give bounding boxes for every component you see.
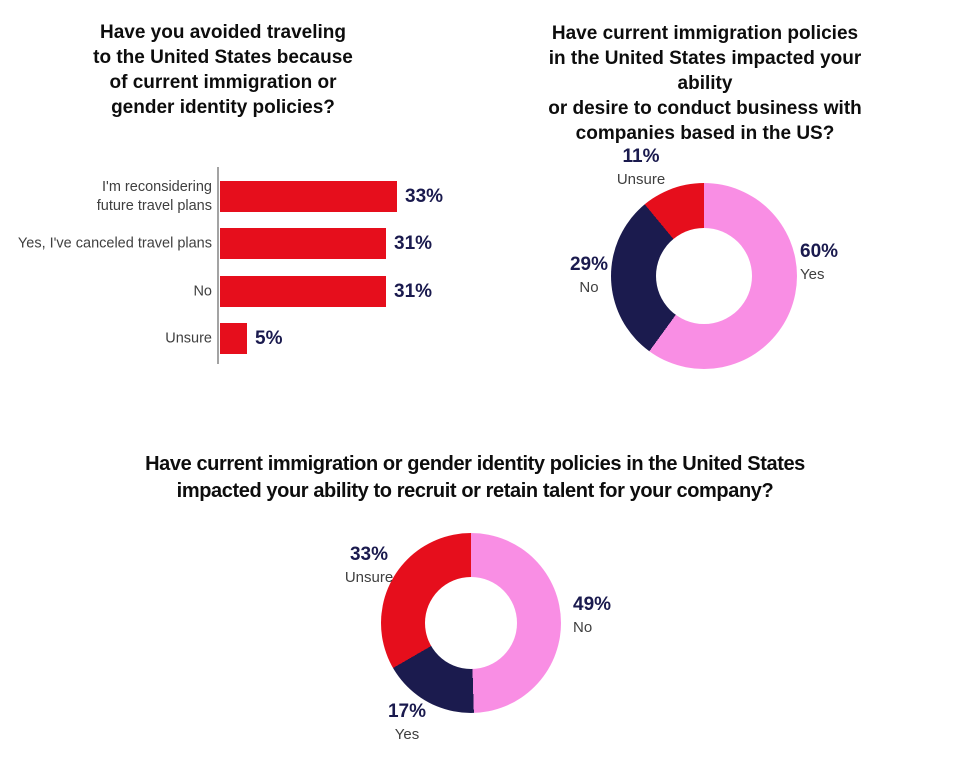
donut-business-label-yes: 60% Yes bbox=[800, 241, 910, 284]
bar-row: I'm reconsidering future travel plans 33% bbox=[0, 179, 490, 214]
yes-value: 17% bbox=[387, 701, 427, 722]
donut-hole bbox=[656, 228, 752, 324]
bar-category-label: Yes, I've canceled travel plans bbox=[17, 235, 212, 251]
bar-value-label: 31% bbox=[394, 280, 433, 302]
bar-plot: I'm reconsidering future travel plans 33%… bbox=[0, 160, 490, 375]
bar-chart-title: Have you avoided traveling to the United… bbox=[93, 22, 353, 118]
no-label: No bbox=[573, 619, 593, 636]
bar bbox=[220, 323, 247, 354]
donut-business-ring bbox=[611, 183, 797, 369]
unsure-label: Unsure bbox=[616, 171, 666, 188]
unsure-value: 33% bbox=[349, 544, 389, 565]
donut-talent-label-yes: 17% Yes bbox=[332, 701, 482, 744]
yes-label: Yes bbox=[394, 726, 420, 743]
bar-row: Unsure 5% bbox=[0, 323, 490, 354]
donut-business-title: Have current immigration policies in the… bbox=[548, 23, 862, 144]
donut-business-label-no: 29% No bbox=[514, 254, 664, 297]
bar-category-label: Unsure bbox=[165, 330, 212, 346]
donut-hole bbox=[425, 577, 517, 669]
bar-row: Yes, I've canceled travel plans 31% bbox=[0, 228, 490, 259]
unsure-label: Unsure bbox=[344, 569, 394, 586]
donut-talent-label-unsure: 33% Unsure bbox=[294, 544, 444, 587]
donut-talent-label-no: 49% No bbox=[573, 594, 683, 637]
bar-category-label: No bbox=[193, 283, 212, 299]
yes-label: Yes bbox=[800, 266, 825, 283]
no-value: 29% bbox=[569, 254, 609, 275]
bar-value-label: 33% bbox=[405, 185, 444, 207]
no-label: No bbox=[579, 279, 599, 296]
bar bbox=[220, 228, 386, 259]
bar bbox=[220, 181, 397, 212]
no-value: 49% bbox=[573, 594, 612, 615]
bar-value-label: 5% bbox=[255, 327, 283, 349]
bar-row: No 31% bbox=[0, 276, 490, 307]
donut-business-label-unsure: 11% Unsure bbox=[566, 146, 716, 189]
bar bbox=[220, 276, 386, 307]
bar-category-label: I'm reconsidering future travel plans bbox=[96, 178, 212, 214]
donut-talent-title: Have current immigration or gender ident… bbox=[145, 453, 805, 502]
y-axis-line bbox=[217, 167, 219, 364]
donut-talent-ring bbox=[381, 533, 561, 713]
bar-value-label: 31% bbox=[394, 232, 433, 254]
unsure-value: 11% bbox=[622, 146, 660, 167]
yes-value: 60% bbox=[800, 241, 839, 262]
